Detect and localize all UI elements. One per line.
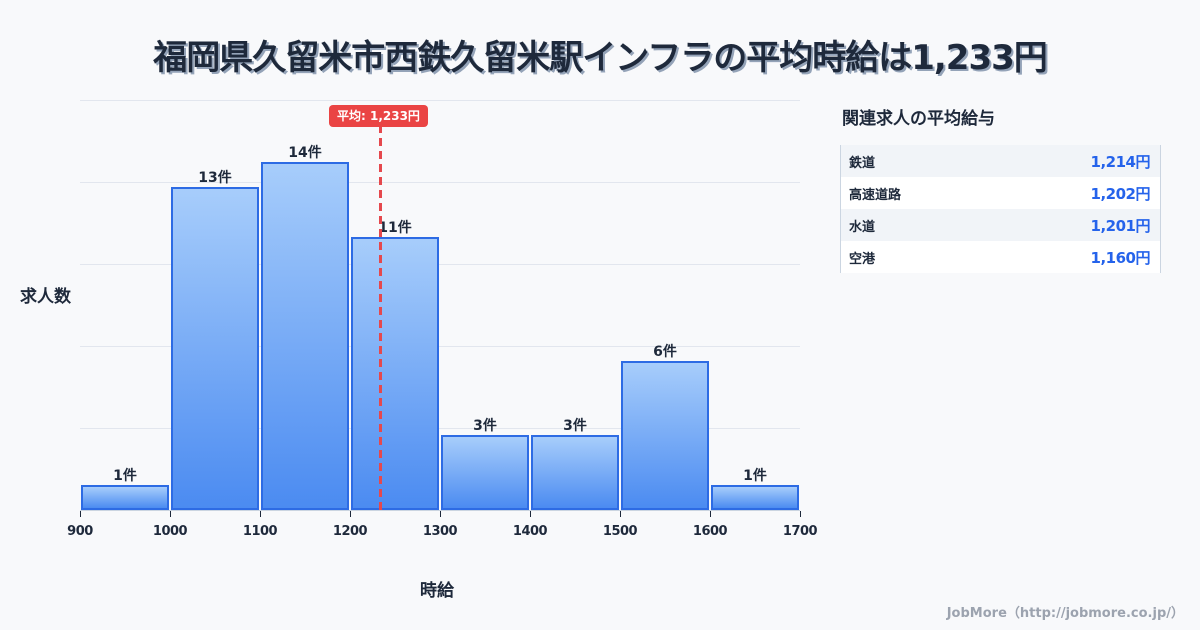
histogram-bar [531, 435, 619, 510]
bar-value-label: 11件 [378, 219, 412, 236]
x-axis-baseline [80, 510, 800, 511]
bar-value-label: 3件 [473, 418, 497, 435]
x-tick-label: 1200 [332, 524, 368, 539]
page-title: 福岡県久留米市西鉄久留米駅インフラの平均時給は1,233円 [153, 38, 1048, 78]
related-salary-table: 鉄道 1,214円 高速道路 1,202円 水道 1,201円 空港 1,160… [840, 145, 1161, 273]
histogram-bar [351, 236, 439, 510]
x-tick-label: 1300 [422, 524, 458, 539]
histogram-bar [171, 186, 259, 510]
histogram-bar [711, 485, 799, 510]
x-tick-mark [350, 511, 351, 517]
bar-value-label: 1件 [743, 468, 767, 485]
x-tick-label: 900 [67, 524, 93, 539]
x-tick-label: 1400 [512, 524, 548, 539]
gridline [80, 346, 800, 347]
x-tick-mark [440, 511, 441, 517]
table-row: 高速道路 1,202円 [841, 177, 1160, 209]
row-name: 水道 [849, 219, 876, 235]
x-tick-mark [620, 511, 621, 517]
table-row: 鉄道 1,214円 [841, 145, 1160, 177]
gridline [80, 264, 800, 265]
gridline [80, 428, 800, 429]
x-axis-label: 時給 [420, 581, 454, 601]
gridline [80, 100, 800, 101]
bar-value-label: 14件 [288, 145, 322, 162]
row-value: 1,160円 [1090, 248, 1151, 267]
table-row: 空港 1,160円 [841, 241, 1160, 273]
y-axis-label: 求人数 [20, 287, 71, 307]
x-tick-mark [800, 511, 801, 517]
footer-credit: JobMore（http://jobmore.co.jp/） [946, 606, 1184, 621]
x-tick-label: 1600 [692, 524, 728, 539]
x-tick-mark [80, 511, 81, 517]
row-value: 1,201円 [1090, 216, 1151, 235]
x-tick-mark [710, 511, 711, 517]
x-tick-label: 1700 [782, 524, 818, 539]
histogram-chart: 1件 13件 14件 11件 3件 3件 6件 1件 平均: 1,233円 900 1000 11… [20, 100, 818, 601]
bar-value-label: 6件 [653, 343, 677, 360]
histogram-bar [261, 162, 349, 510]
row-value: 1,202円 [1090, 184, 1151, 203]
table-row: 水道 1,201円 [841, 209, 1160, 241]
histogram-bar [621, 360, 709, 510]
x-tick-mark [530, 511, 531, 517]
x-tick-label: 1100 [242, 524, 278, 539]
x-tick-label: 1000 [152, 524, 188, 539]
row-name: 空港 [849, 251, 876, 267]
side-panel-title: 関連求人の平均給与 [842, 109, 995, 129]
mean-badge: 平均: 1,233円 [329, 105, 428, 127]
x-tick-label: 1500 [602, 524, 638, 539]
gridline [80, 182, 800, 183]
row-name: 鉄道 [849, 155, 876, 171]
mean-line [379, 125, 382, 511]
histogram-bar [441, 435, 529, 510]
histogram-bar [81, 485, 169, 510]
bar-value-label: 3件 [563, 418, 587, 435]
row-value: 1,214円 [1090, 152, 1151, 171]
bar-value-label: 13件 [198, 169, 232, 186]
row-name: 高速道路 [849, 187, 902, 203]
x-tick-mark [170, 511, 171, 517]
x-tick-mark [260, 511, 261, 517]
bar-value-label: 1件 [113, 468, 137, 485]
